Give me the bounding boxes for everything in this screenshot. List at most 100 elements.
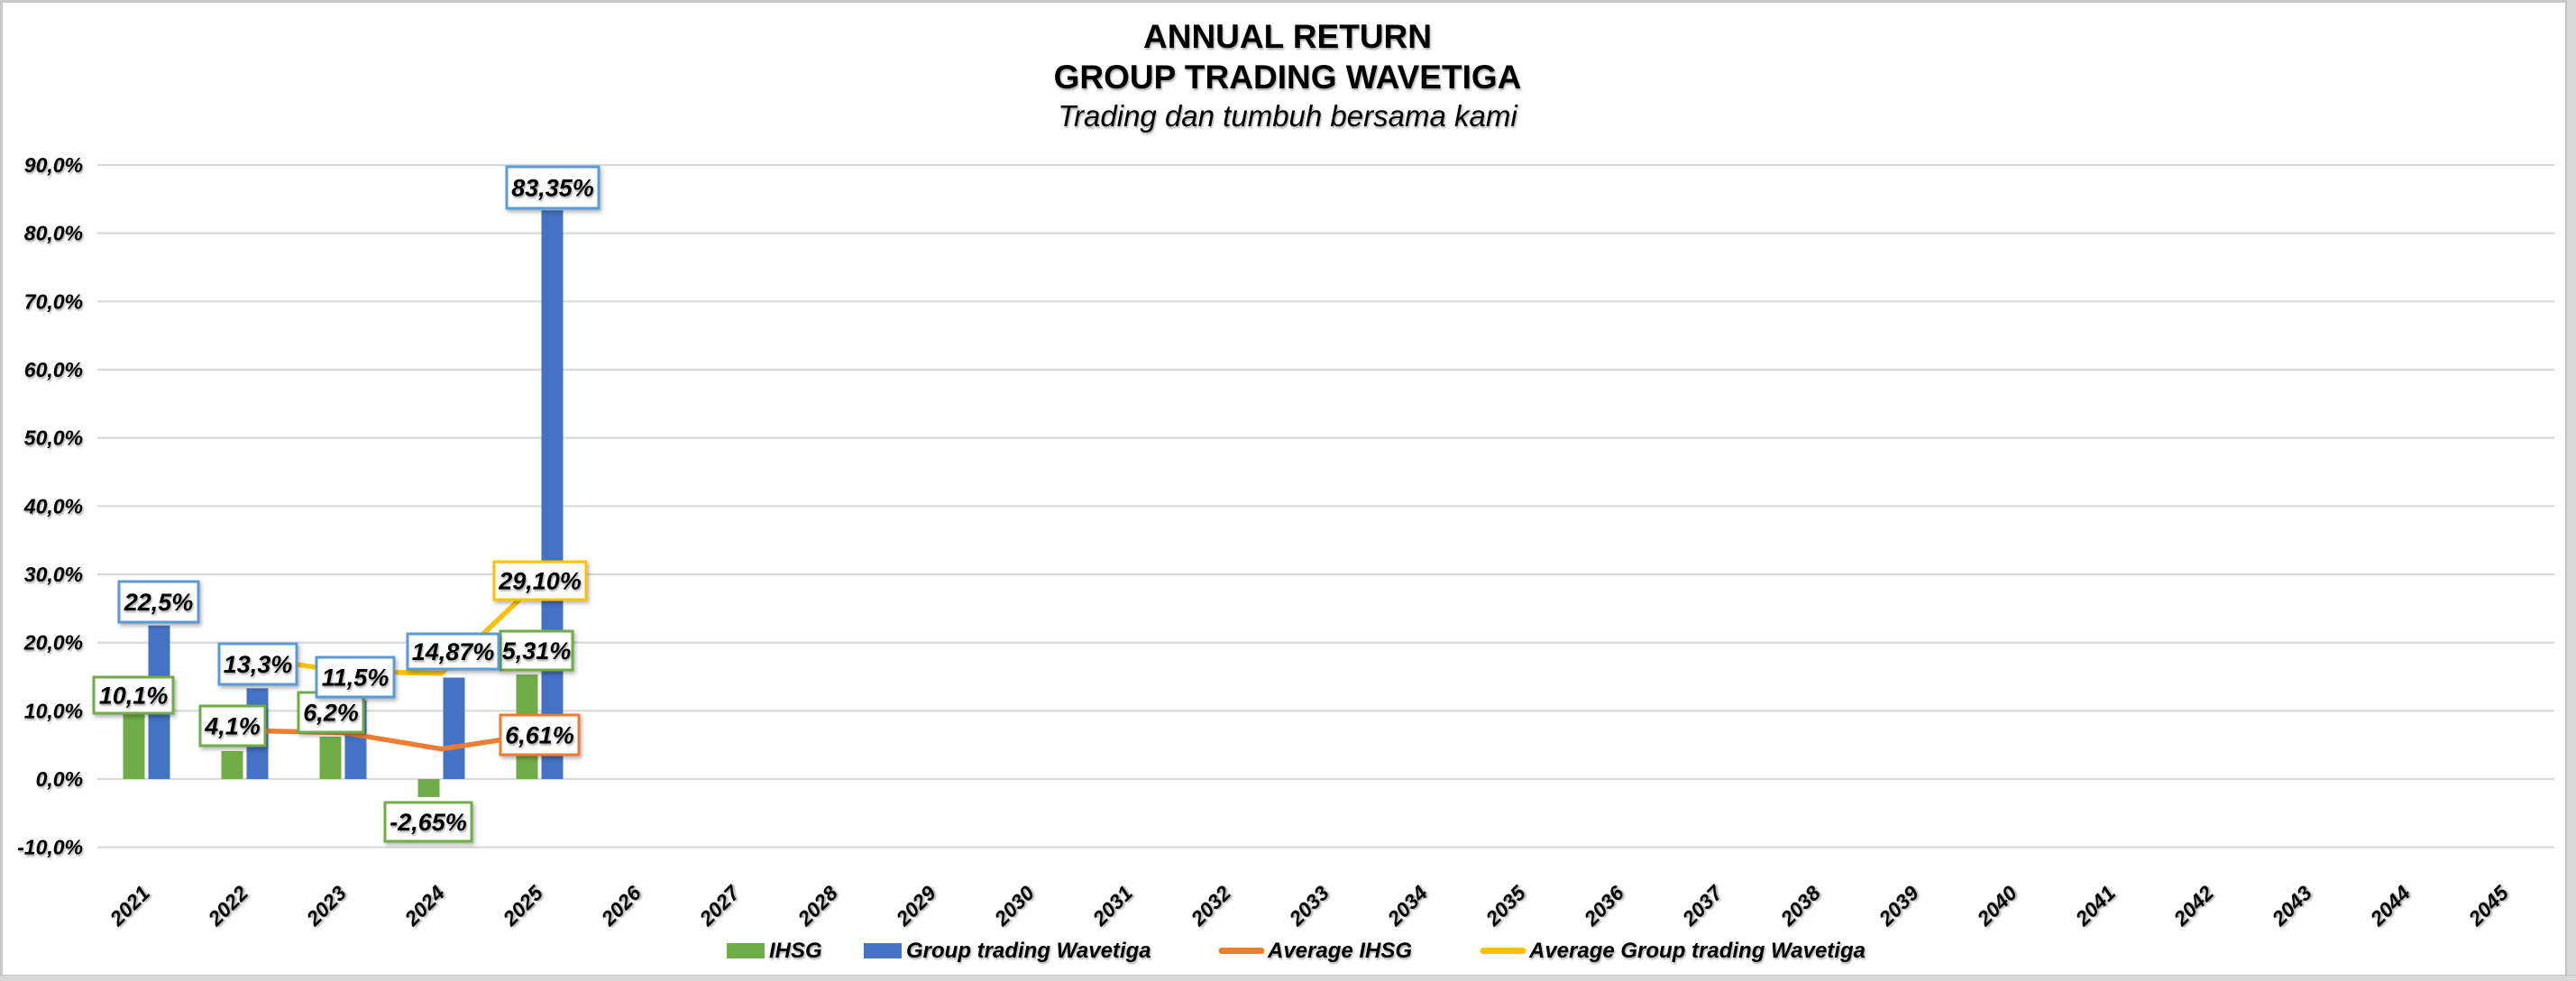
data-label-box: [383, 801, 473, 843]
x-tick-2022: 2022: [203, 881, 252, 931]
data-label-group-trading-wavetiga-2021[interactable]: 22,5%: [117, 580, 200, 624]
data-label-ihsg-2025[interactable]: 5,31%: [499, 629, 574, 672]
data-label-box: [217, 642, 298, 686]
x-tick-2034: 2034: [1382, 881, 1432, 931]
x-tick-2025: 2025: [498, 880, 548, 931]
x-tick-2037: 2037: [1677, 880, 1728, 931]
bar-ihsg-2023[interactable]: [319, 737, 342, 779]
legend-label: Average IHSG: [1267, 939, 1412, 963]
data-label-ihsg-2021[interactable]: 10,1%: [92, 675, 175, 715]
data-label-text: 11,5%: [322, 665, 390, 692]
x-tick-2028: 2028: [793, 881, 842, 931]
frame-left-edge: [0, 0, 3, 976]
x-tick-2039: 2039: [1874, 881, 1923, 931]
data-label-group-trading-wavetiga-2024[interactable]: 14,87%: [406, 632, 500, 671]
data-label-group-trading-wavetiga-2023[interactable]: 11,5%: [315, 656, 396, 699]
data-label-text: 14,87%: [412, 638, 495, 665]
bar-series-group: [123, 210, 564, 798]
x-tick-2029: 2029: [891, 881, 940, 931]
window-bottom-line: [0, 975, 2576, 976]
data-label-text: 6,61%: [505, 722, 574, 749]
chart-title-line1[interactable]: ANNUAL RETURN: [1143, 18, 1432, 55]
data-label-text: 29,10%: [498, 568, 582, 595]
x-tick-2035: 2035: [1481, 880, 1531, 931]
data-label-text: 13,3%: [224, 651, 293, 678]
bar-ihsg-2024[interactable]: [417, 779, 440, 798]
y-tick-label-30: 30,0%: [24, 563, 83, 586]
gridlines: [97, 163, 2554, 848]
legend-swatch-ihsg: [727, 943, 765, 958]
x-tick-2031: 2031: [1087, 881, 1137, 931]
legend-swatch-group-trading-wavetiga: [864, 943, 902, 958]
data-label-text: 4,1%: [204, 713, 261, 740]
x-tick-2038: 2038: [1775, 881, 1825, 931]
window-right-band: [2567, 0, 2576, 981]
y-tick-label-40: 40,0%: [23, 494, 83, 518]
x-tick-2045: 2045: [2463, 880, 2514, 931]
y-axis[interactable]: 90,0% 80,0% 70,0% 60,0% 50,0% 40,0% 30,0% 20,0%…: [17, 153, 83, 859]
x-tick-2044: 2044: [2365, 881, 2415, 931]
y-tick-label-90: 90,0%: [24, 153, 83, 177]
data-label-average-ihsg-2025[interactable]: 6,61%: [499, 713, 581, 756]
x-tick-2024: 2024: [399, 881, 449, 931]
data-label-average-group-trading-wavetiga-2025[interactable]: 29,10%: [492, 560, 588, 601]
x-tick-2042: 2042: [2168, 881, 2218, 931]
x-tick-2033: 2033: [1284, 881, 1334, 931]
y-tick-label-10: 10,0%: [24, 699, 83, 722]
x-tick-2043: 2043: [2267, 881, 2316, 931]
x-tick-2023: 2023: [301, 881, 351, 931]
legend[interactable]: IHSG Group trading Wavetiga Average IHSG Av…: [727, 939, 1866, 963]
data-labels-group: 10,1% 4,1% 6,2% -2,65% 5,31% 22,5% 13,3% 11,5% 1…: [92, 165, 600, 843]
y-tick-label-60: 60,0%: [24, 358, 83, 381]
line-average-ihsg[interactable]: [242, 728, 543, 752]
legend-label: Average Group trading Wavetiga: [1528, 939, 1866, 963]
y-tick-label-70: 70,0%: [24, 289, 83, 313]
bar-wavetiga-2024[interactable]: [443, 677, 465, 779]
legend-item-ihsg[interactable]: IHSG: [727, 939, 822, 963]
y-tick-label--10: -10,0%: [17, 836, 83, 859]
data-label-text: 6,2%: [303, 700, 359, 727]
data-label-text: 83,35%: [511, 175, 594, 202]
x-tick-2027: 2027: [694, 880, 745, 931]
y-tick-label-80: 80,0%: [24, 222, 83, 245]
chart-title-block[interactable]: ANNUAL RETURN GROUP TRADING WAVETIGA Tra…: [1054, 18, 1522, 133]
x-tick-2032: 2032: [1186, 881, 1235, 931]
data-label-text: 5,31%: [502, 637, 572, 665]
bar-wavetiga-2025[interactable]: [541, 210, 564, 780]
frame-top-edge: [0, 0, 2576, 3]
data-label-ihsg-2024[interactable]: -2,65%: [383, 801, 473, 843]
x-tick-2040: 2040: [1972, 881, 2021, 931]
frame-right-line: [2565, 0, 2567, 981]
data-label-text: -2,65%: [390, 809, 467, 836]
bar-ihsg-2021[interactable]: [123, 710, 145, 779]
data-label-box: [297, 691, 365, 734]
chart-title-line2[interactable]: GROUP TRADING WAVETIGA: [1054, 59, 1522, 96]
y-tick-label-20: 20,0%: [23, 631, 83, 655]
data-label-box: [499, 713, 581, 756]
x-tick-2041: 2041: [2070, 881, 2120, 931]
bar-ihsg-2022[interactable]: [221, 750, 243, 779]
data-label-box: [499, 629, 574, 672]
data-label-box: [492, 560, 588, 601]
data-label-ihsg-2023[interactable]: 6,2%: [297, 691, 365, 734]
data-label-group-trading-wavetiga-2022[interactable]: 13,3%: [217, 642, 298, 686]
legend-label: Group trading Wavetiga: [906, 939, 1151, 963]
x-tick-2026: 2026: [596, 881, 646, 931]
x-axis[interactable]: 2021 2022 2023 2024 2025 2026 2027 2028 2029 2030…: [105, 880, 2514, 931]
chart-subtitle[interactable]: Trading dan tumbuh bersama kami: [1058, 99, 1518, 133]
data-label-ihsg-2022[interactable]: 4,1%: [198, 704, 267, 747]
data-label-text: 22,5%: [124, 589, 194, 616]
legend-item-group-trading-wavetiga[interactable]: Group trading Wavetiga: [864, 939, 1151, 963]
data-label-group-trading-wavetiga-2025[interactable]: 83,35%: [505, 165, 600, 210]
data-label-box: [117, 580, 200, 624]
data-label-box: [198, 704, 267, 747]
legend-label: IHSG: [769, 939, 822, 963]
legend-item-average-ihsg[interactable]: Average IHSG: [1218, 939, 1412, 963]
x-tick-2021: 2021: [105, 881, 154, 931]
data-label-text: 10,1%: [99, 683, 169, 710]
legend-item-average-group-trading-wavetiga[interactable]: Average Group trading Wavetiga: [1480, 939, 1866, 963]
data-label-box: [315, 656, 396, 699]
